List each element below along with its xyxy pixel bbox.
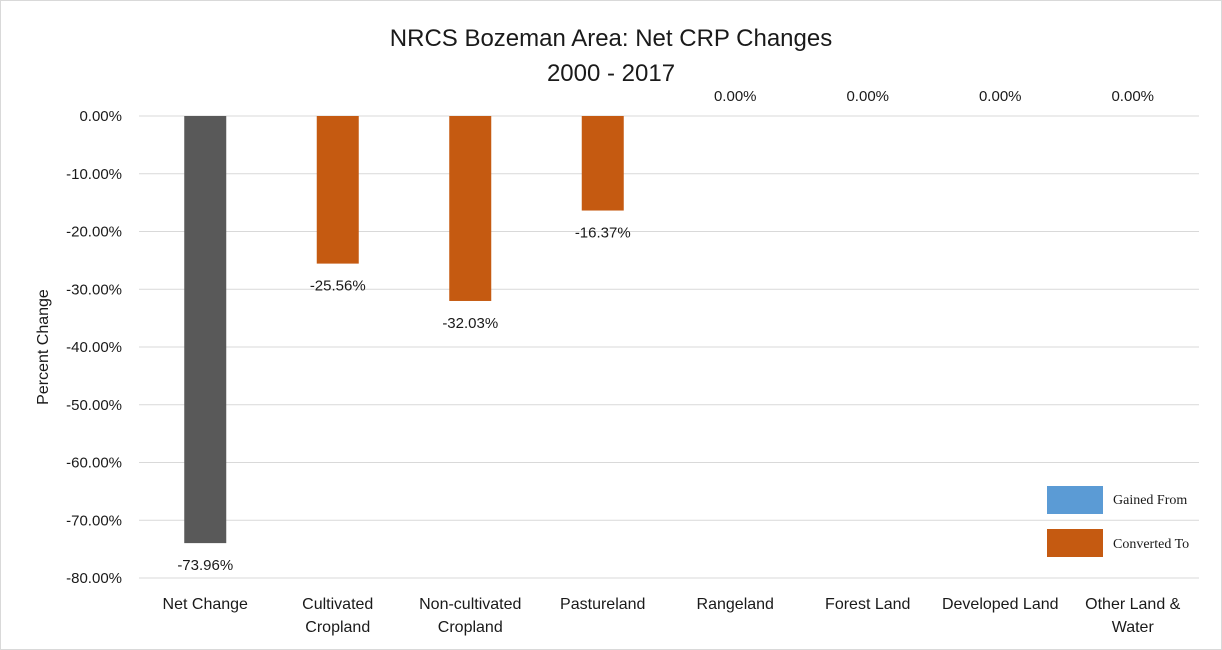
x-category-label: Other Land & Water bbox=[1085, 596, 1181, 636]
y-tick-label: 0.00% bbox=[79, 108, 122, 125]
x-category-label: Developed Land bbox=[942, 596, 1059, 613]
data-label: 0.00% bbox=[1111, 88, 1154, 105]
x-category-label: Pastureland bbox=[560, 596, 645, 613]
bar bbox=[184, 116, 227, 544]
legend: Gained From Converted To bbox=[1047, 486, 1189, 557]
chart-subtitle: 2000 - 2017 bbox=[547, 60, 675, 87]
data-label: 0.00% bbox=[979, 88, 1022, 105]
x-category-label: Rangeland bbox=[697, 596, 774, 613]
data-label: 0.00% bbox=[714, 88, 757, 105]
legend-swatch-converted-to bbox=[1047, 529, 1103, 557]
data-labels: -73.96% -25.56% -32.03% -16.37% 0.00% 0.00% 0.… bbox=[177, 88, 1154, 574]
x-category-label: Non-cultivated Cropland bbox=[419, 596, 521, 636]
x-category-label: Forest Land bbox=[825, 596, 910, 613]
y-tick-label: -60.00% bbox=[66, 455, 122, 472]
data-label: -32.03% bbox=[442, 315, 498, 332]
data-label: 0.00% bbox=[846, 88, 889, 105]
x-category-label: Net Change bbox=[163, 596, 248, 613]
x-category-label: Cultivated Cropland bbox=[302, 596, 373, 636]
bars bbox=[184, 116, 624, 544]
y-tick-label: -20.00% bbox=[66, 224, 122, 241]
y-tick-label: -80.00% bbox=[66, 570, 122, 587]
legend-label-gained-from: Gained From bbox=[1113, 493, 1187, 508]
legend-label-converted-to: Converted To bbox=[1113, 537, 1189, 552]
data-label: -73.96% bbox=[177, 557, 233, 574]
y-tick-label: -30.00% bbox=[66, 281, 122, 298]
y-tick-label: -40.00% bbox=[66, 339, 122, 356]
data-label: -16.37% bbox=[575, 225, 631, 242]
y-tick-label: -10.00% bbox=[66, 166, 122, 183]
legend-swatch-gained-from bbox=[1047, 486, 1103, 514]
data-label: -25.56% bbox=[310, 278, 366, 295]
y-axis-label: Percent Change bbox=[35, 289, 52, 405]
gridlines bbox=[139, 115, 1199, 579]
bar bbox=[449, 116, 492, 301]
bar bbox=[316, 116, 359, 264]
y-axis-ticks: 0.00% -10.00% -20.00% -30.00% -40.00% -50.00%… bbox=[66, 108, 122, 587]
x-axis-categories: Net Change Cultivated Cropland Non-cultivat… bbox=[163, 596, 1181, 636]
chart-title: NRCS Bozeman Area: Net CRP Changes bbox=[390, 25, 832, 52]
y-tick-label: -50.00% bbox=[66, 397, 122, 414]
bar bbox=[581, 116, 624, 211]
y-tick-label: -70.00% bbox=[66, 512, 122, 529]
